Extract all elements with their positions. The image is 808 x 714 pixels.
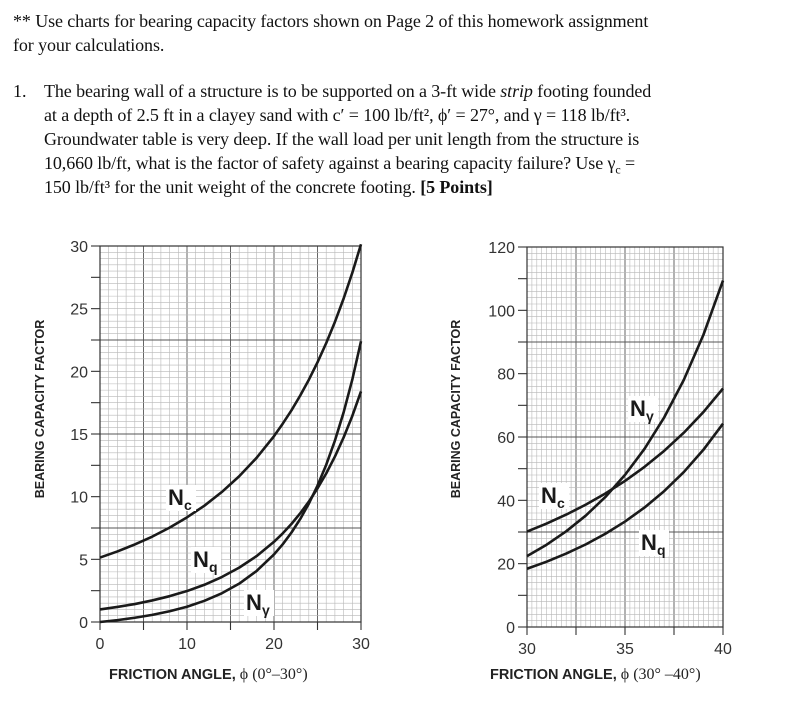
x-title-text: FRICTION ANGLE,	[109, 667, 240, 683]
x-tick-label: 0	[96, 636, 105, 653]
label-background	[191, 547, 221, 573]
series-label-subscript: c	[184, 497, 192, 513]
series-label-Nγ: N	[630, 396, 646, 421]
curve-Nγ	[526, 280, 725, 558]
x-title-text: FRICTION ANGLE,	[490, 667, 621, 683]
y-tick-label: 15	[70, 427, 88, 444]
x-tick-label: 35	[616, 641, 634, 658]
subscript: c	[615, 162, 621, 177]
problem-line-1: The bearing wall of a structure is to be…	[44, 81, 651, 102]
series-label-Nγ: N	[246, 590, 262, 615]
x-tick-label: 10	[178, 636, 196, 653]
problem-line-3: Groundwater table is very deep. If the w…	[44, 129, 640, 149]
chart-1-y-title: BEARING CAPACITY FACTOR	[33, 319, 47, 499]
y-tick-label: 60	[497, 430, 515, 447]
x-title-symbol: ϕ (30° –40°)	[620, 666, 701, 683]
label-background	[166, 485, 196, 511]
problem-text: footing founded	[532, 81, 652, 101]
problem-text: 150 lb/ft³ for the unit weight of the co…	[44, 177, 421, 197]
y-tick-label: 40	[497, 493, 515, 510]
y-tick-label: 80	[497, 367, 515, 384]
series-label-subscript: γ	[646, 408, 654, 424]
problem-line-2: at a depth of 2.5 ft in a clayey sand wi…	[44, 105, 631, 125]
chart-2-y-title: BEARING CAPACITY FACTOR	[449, 319, 463, 499]
y-tick-label: 0	[506, 620, 515, 637]
y-tick-label: 5	[79, 552, 88, 569]
series-label-subscript: c	[557, 495, 565, 511]
y-tick-label: 30	[70, 239, 88, 256]
y-tick-label: 100	[488, 303, 515, 320]
emphasis-strip: strip	[500, 81, 533, 101]
x-title-symbol: ϕ (0°–30°)	[239, 666, 308, 683]
label-background	[628, 396, 658, 422]
points-label: [5 Points]	[420, 177, 493, 197]
x-tick-label: 20	[265, 636, 283, 653]
problem-text: =	[620, 153, 636, 173]
series-label-subscript: q	[209, 559, 218, 575]
x-tick-label: 30	[518, 641, 536, 658]
curve-Nc	[99, 243, 363, 559]
y-tick-label: 25	[70, 302, 88, 319]
curve-Nc	[526, 387, 724, 533]
chart-2-x-title: FRICTION ANGLE, ϕ (30° –40°)	[490, 666, 701, 684]
chart-1-x-title: FRICTION ANGLE, ϕ (0°–30°)	[109, 666, 308, 684]
x-tick-label: 30	[352, 636, 370, 653]
label-background	[639, 530, 669, 556]
series-label-Nq: N	[193, 547, 209, 572]
y-tick-label: 20	[497, 557, 515, 574]
x-tick-label: 40	[714, 641, 732, 658]
note-line-2: for your calculations.	[13, 35, 165, 55]
series-label-subscript: q	[657, 542, 666, 558]
label-background	[539, 483, 569, 509]
y-tick-label: 120	[488, 240, 515, 257]
problem-number: 1.	[13, 81, 27, 101]
problem-line-4: 10,660 lb/ft, what is the factor of safe…	[44, 153, 635, 178]
label-background	[244, 590, 274, 616]
series-label-Nc: N	[168, 485, 184, 510]
note-line-1: ** Use charts for bearing capacity facto…	[13, 11, 649, 31]
y-tick-label: 20	[70, 364, 88, 381]
y-tick-label: 0	[79, 615, 88, 632]
problem-text: The bearing wall of a structure is to be…	[44, 81, 501, 101]
series-label-Nq: N	[641, 530, 657, 555]
series-label-subscript: γ	[262, 602, 270, 618]
y-tick-label: 10	[70, 490, 88, 507]
curve-Nγ	[99, 340, 363, 624]
series-label-Nc: N	[541, 483, 557, 508]
curve-Nq	[99, 390, 363, 611]
curve-Nq	[526, 422, 725, 570]
problem-line-5: 150 lb/ft³ for the unit weight of the co…	[44, 177, 493, 198]
problem-text: 10,660 lb/ft, what is the factor of safe…	[44, 153, 616, 173]
